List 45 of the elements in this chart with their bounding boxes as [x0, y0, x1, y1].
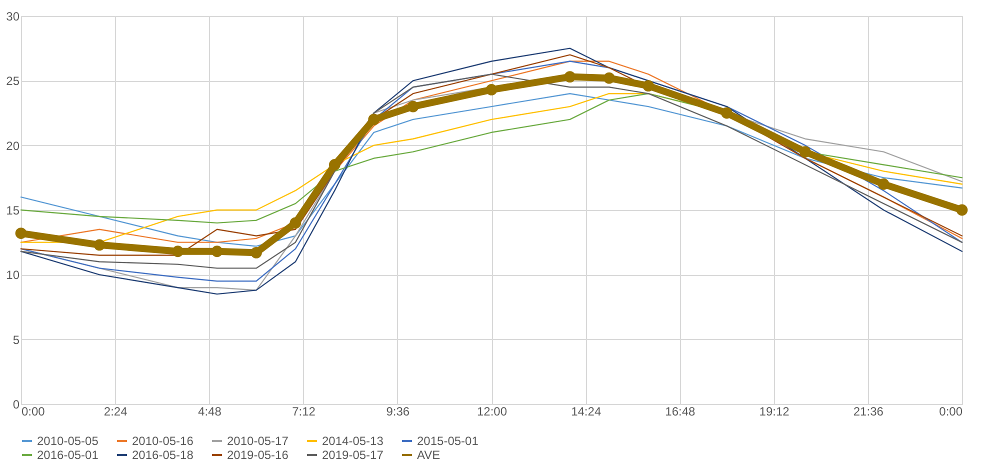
legend-label: 2016-05-01: [37, 448, 99, 462]
legend-label: 2010-05-16: [132, 434, 194, 448]
point: [642, 80, 654, 92]
point: [564, 71, 576, 82]
x-tick-label: 14:24: [571, 404, 602, 418]
point: [603, 72, 615, 84]
point: [250, 246, 262, 258]
legend-label: 2014-05-13: [322, 434, 384, 448]
legend-label: 2010-05-17: [227, 434, 289, 448]
y-tick-label: 5: [12, 332, 20, 347]
point: [328, 159, 340, 170]
x-tick-label: 0:00: [939, 404, 963, 418]
point: [799, 146, 811, 158]
x-tick-label: 4:48: [198, 404, 222, 418]
point: [407, 100, 419, 112]
point: [94, 239, 106, 251]
legend-label: 2010-05-05: [37, 434, 99, 448]
x-tick-label: 19:12: [759, 404, 790, 418]
legend-label: AVE: [417, 448, 440, 462]
y-tick-label: 10: [6, 268, 20, 282]
point: [368, 114, 380, 126]
x-tick-label: 9:36: [386, 404, 410, 418]
x-tick-label: 0:00: [22, 404, 46, 418]
y-tick-label: 20: [6, 138, 20, 153]
point: [486, 84, 498, 96]
legend-label: 2019-05-17: [322, 448, 384, 462]
point: [211, 246, 223, 258]
y-tick-label: 25: [6, 74, 20, 88]
point: [956, 204, 968, 216]
y-tick-label: 30: [6, 10, 20, 24]
x-tick-label: 16:48: [665, 404, 696, 418]
point: [290, 217, 302, 229]
x-tick-label: 7:12: [292, 404, 316, 418]
point: [15, 228, 27, 239]
y-tick-label: 15: [6, 204, 20, 218]
point: [878, 178, 890, 190]
point: [172, 246, 184, 258]
x-tick-label: 21:36: [853, 404, 884, 418]
y-tick-label: 0: [12, 398, 20, 412]
legend-label: 2016-05-18: [132, 448, 194, 462]
legend-label: 2015-05-01: [417, 434, 479, 448]
x-tick-label: 2:24: [104, 404, 128, 418]
point: [721, 107, 732, 119]
x-tick-label: 12:00: [476, 404, 508, 418]
legend-label: 2019-05-16: [227, 448, 289, 462]
